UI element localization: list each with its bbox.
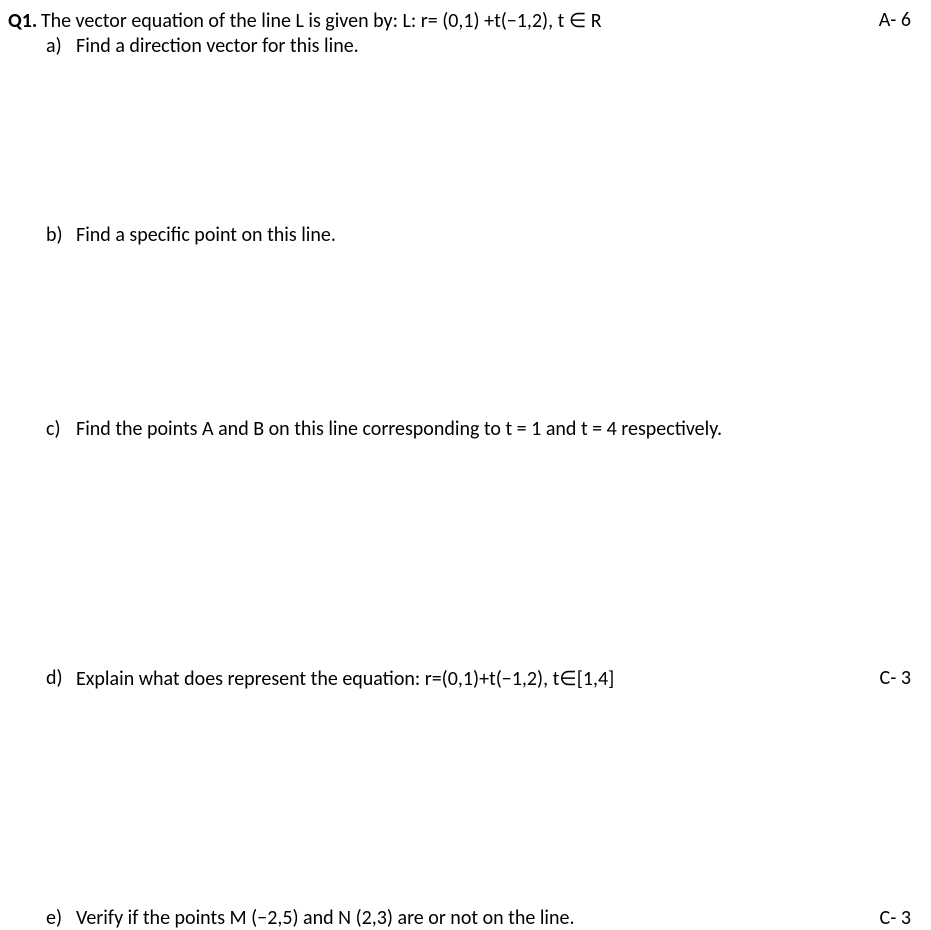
sub-content-a: a) Find a direction vector for this line…: [46, 34, 911, 58]
sub-label-b: b): [46, 223, 76, 247]
sub-content-d: d) Explain what does represent the equat…: [46, 666, 880, 691]
sub-content-b: b) Find a specific point on this line.: [46, 223, 911, 247]
sub-marks-e: C- 3: [880, 906, 911, 930]
sub-text-a: Find a direction vector for this line.: [76, 34, 359, 58]
sub-label-c: c): [46, 417, 76, 441]
sub-content-e: e) Verify if the points M (−2,5) and N (…: [46, 906, 880, 930]
question-marks: A- 6: [879, 8, 911, 32]
question-main: Q1. The vector equation of the line L is…: [8, 8, 602, 33]
sub-question-a: a) Find a direction vector for this line…: [8, 34, 911, 58]
sub-label-a: a): [46, 34, 76, 58]
sub-label-d: d): [46, 666, 76, 690]
sub-question-e: e) Verify if the points M (−2,5) and N (…: [8, 906, 911, 930]
sub-text-b: Find a specific point on this line.: [76, 223, 336, 247]
sub-text-d: Explain what does represent the equation…: [76, 666, 614, 691]
sub-text-c: Find the points A and B on this line cor…: [76, 417, 722, 441]
sub-question-c: c) Find the points A and B on this line …: [8, 417, 911, 441]
question-label: Q1.: [8, 9, 37, 33]
sub-marks-d: C- 3: [880, 666, 911, 690]
sub-question-d: d) Explain what does represent the equat…: [8, 666, 911, 691]
question-text: The vector equation of the line L is giv…: [41, 9, 602, 33]
sub-text-e: Verify if the points M (−2,5) and N (2,3…: [76, 906, 575, 930]
sub-content-c: c) Find the points A and B on this line …: [46, 417, 911, 441]
sub-label-e: e): [46, 906, 76, 930]
question-header: Q1. The vector equation of the line L is…: [8, 8, 911, 33]
sub-question-b: b) Find a specific point on this line.: [8, 223, 911, 247]
